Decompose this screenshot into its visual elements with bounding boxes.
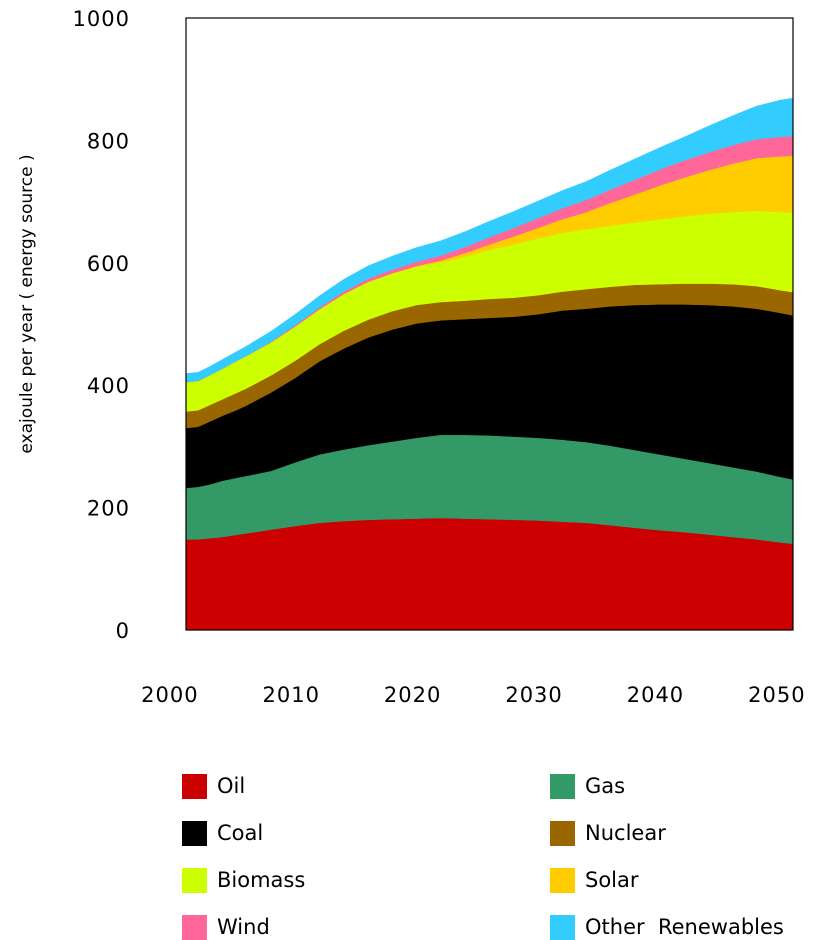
legend-swatch	[182, 914, 207, 940]
x-tick-label: 2050	[748, 683, 805, 707]
legend-item-oil: Oil	[182, 773, 245, 799]
legend-label: Nuclear	[585, 821, 666, 845]
legend-item-wind: Wind	[182, 914, 270, 940]
x-tick-label: 2030	[505, 683, 562, 707]
legend-swatch	[550, 914, 575, 940]
y-tick-label: 600	[87, 252, 130, 276]
legend-swatch	[550, 773, 575, 799]
legend-swatch	[182, 867, 207, 893]
plot-frame	[185, 17, 794, 631]
y-axis-label: exajoule per year ( energy source )	[17, 154, 37, 453]
area-layers	[185, 97, 794, 631]
legend-item-other-renewables: Other Renewables	[550, 914, 784, 940]
legend-swatch	[182, 820, 207, 846]
legend-label: Oil	[217, 774, 246, 798]
y-tick-label: 0	[116, 619, 130, 643]
y-tick-label: 400	[87, 374, 130, 398]
legend-item-biomass: Biomass	[182, 867, 305, 893]
legend-item-gas: Gas	[550, 773, 625, 799]
x-tick-label: 2040	[627, 683, 684, 707]
x-tick-label: 2010	[263, 683, 320, 707]
legend-label: Gas	[585, 774, 626, 798]
legend-swatch	[550, 867, 575, 893]
y-tick-label: 200	[87, 497, 130, 521]
legend-label: Solar	[585, 868, 639, 892]
x-tick-label: 2020	[384, 683, 441, 707]
x-tick-label: 2000	[141, 683, 198, 707]
legend-label: Coal	[217, 821, 264, 845]
legend-label: Biomass	[217, 868, 306, 892]
legend-item-coal: Coal	[182, 820, 263, 846]
legend-swatch	[182, 773, 207, 799]
y-tick-label: 800	[87, 129, 130, 153]
legend-swatch	[550, 820, 575, 846]
legend-label: Other Renewables	[585, 915, 784, 939]
legend-label: Wind	[217, 915, 270, 939]
x-tick-labels: 2000 2010 2020 2030 2040 2050	[141, 683, 805, 707]
legend-item-nuclear: Nuclear	[550, 820, 666, 846]
y-tick-label: 1000	[73, 7, 130, 31]
y-tick-labels: 0 200 400 600 800 1000	[73, 7, 130, 643]
legend-item-solar: Solar	[550, 867, 639, 893]
